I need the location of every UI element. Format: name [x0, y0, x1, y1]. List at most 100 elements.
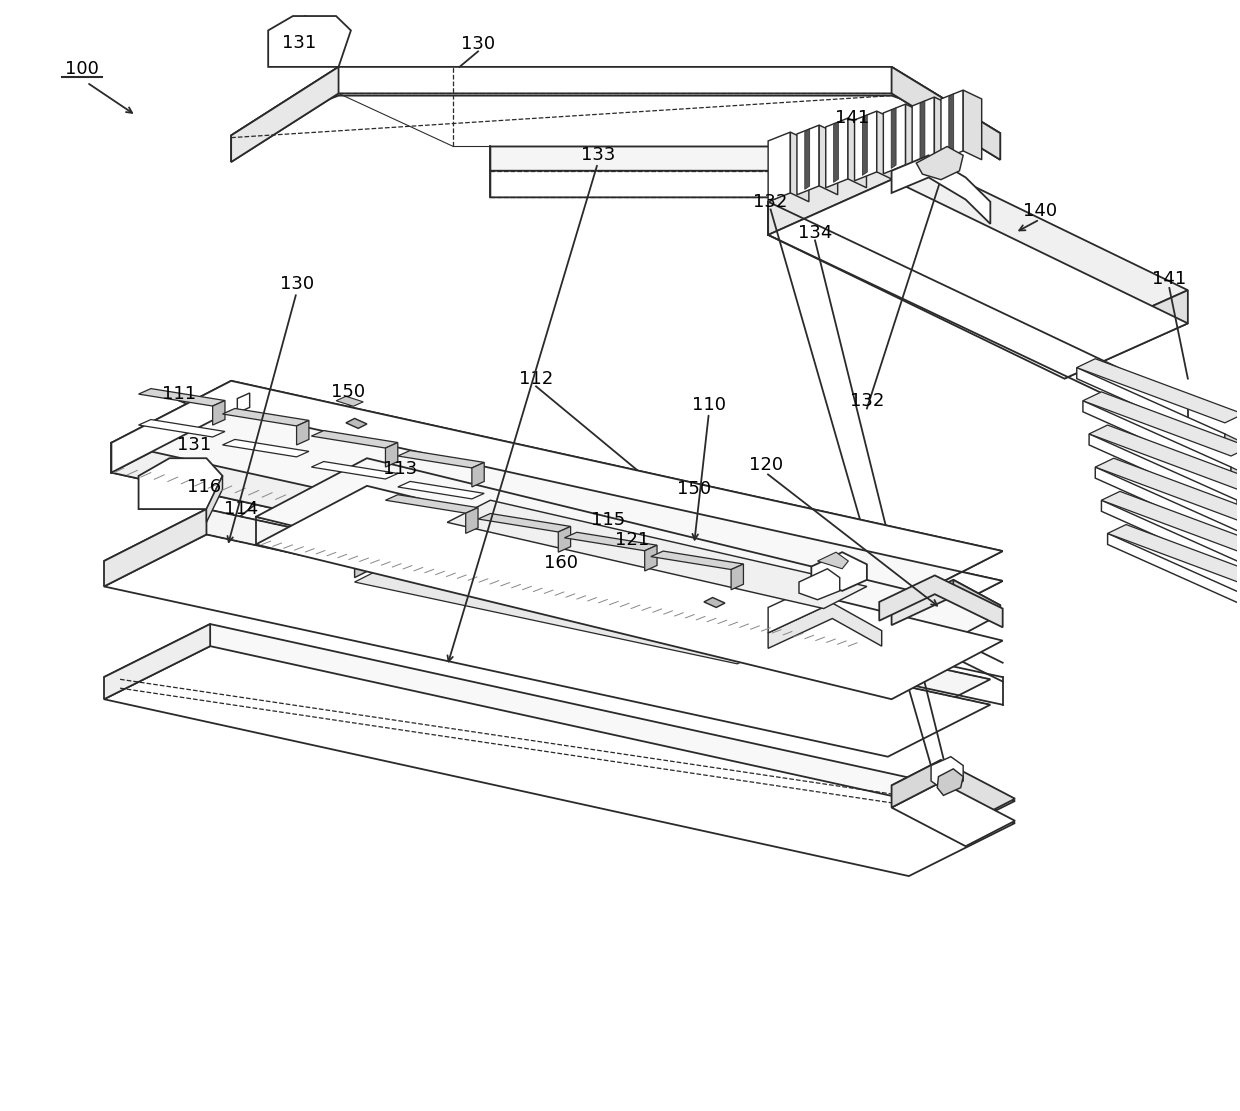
Polygon shape — [386, 442, 398, 467]
Polygon shape — [651, 551, 744, 570]
Polygon shape — [820, 126, 838, 194]
Polygon shape — [346, 419, 367, 429]
Polygon shape — [212, 401, 224, 426]
Polygon shape — [311, 461, 398, 479]
Text: 131: 131 — [177, 436, 211, 454]
Polygon shape — [1231, 467, 1240, 487]
Polygon shape — [355, 551, 768, 649]
Polygon shape — [139, 458, 222, 509]
Polygon shape — [255, 486, 1003, 699]
Polygon shape — [811, 552, 867, 591]
Text: 130: 130 — [279, 274, 314, 292]
Text: 160: 160 — [544, 554, 578, 572]
Polygon shape — [398, 450, 484, 468]
Polygon shape — [1089, 434, 1238, 511]
Text: 150: 150 — [331, 383, 366, 401]
Text: 100: 100 — [64, 60, 99, 78]
Polygon shape — [892, 156, 991, 224]
Polygon shape — [1107, 524, 1240, 589]
Polygon shape — [768, 578, 832, 633]
Polygon shape — [848, 118, 867, 188]
Polygon shape — [479, 513, 570, 532]
Polygon shape — [704, 598, 725, 608]
Polygon shape — [768, 147, 892, 234]
Polygon shape — [311, 431, 398, 448]
Polygon shape — [892, 108, 897, 169]
Text: 115: 115 — [590, 511, 625, 529]
Polygon shape — [104, 624, 210, 699]
Polygon shape — [905, 104, 924, 173]
Polygon shape — [1225, 434, 1240, 453]
Polygon shape — [255, 458, 1003, 672]
Polygon shape — [112, 411, 1003, 643]
Text: 131: 131 — [281, 33, 316, 51]
Text: 112: 112 — [518, 370, 553, 388]
Polygon shape — [104, 624, 1016, 854]
Polygon shape — [139, 389, 224, 406]
Text: 150: 150 — [677, 480, 711, 498]
Polygon shape — [1083, 392, 1240, 456]
Polygon shape — [104, 509, 207, 587]
Polygon shape — [112, 381, 1003, 643]
Polygon shape — [466, 508, 479, 533]
Polygon shape — [355, 551, 386, 578]
Polygon shape — [817, 552, 848, 569]
Text: 116: 116 — [187, 478, 221, 496]
Polygon shape — [112, 381, 1003, 613]
Polygon shape — [920, 101, 925, 161]
Polygon shape — [231, 67, 1001, 136]
Text: 132: 132 — [754, 192, 787, 211]
Polygon shape — [935, 97, 952, 167]
Polygon shape — [1238, 500, 1240, 520]
Polygon shape — [222, 440, 309, 457]
Polygon shape — [862, 114, 867, 176]
Polygon shape — [892, 760, 941, 808]
Polygon shape — [768, 132, 790, 202]
Polygon shape — [472, 462, 484, 487]
Polygon shape — [913, 97, 935, 167]
Polygon shape — [564, 532, 657, 551]
Polygon shape — [1095, 467, 1240, 544]
Polygon shape — [336, 397, 363, 407]
Polygon shape — [892, 147, 1016, 211]
Polygon shape — [790, 132, 808, 202]
Polygon shape — [892, 782, 1016, 847]
Polygon shape — [877, 111, 895, 181]
Polygon shape — [883, 104, 905, 173]
Text: 141: 141 — [835, 109, 869, 127]
Polygon shape — [805, 129, 810, 189]
Polygon shape — [892, 67, 1001, 160]
Text: 141: 141 — [1152, 270, 1187, 288]
Polygon shape — [797, 126, 820, 194]
Polygon shape — [386, 494, 479, 513]
Polygon shape — [854, 111, 877, 181]
Text: 111: 111 — [162, 386, 196, 403]
Polygon shape — [1076, 368, 1225, 446]
Polygon shape — [768, 603, 882, 649]
Polygon shape — [1107, 533, 1240, 611]
Polygon shape — [954, 580, 1001, 622]
Text: 133: 133 — [580, 147, 615, 164]
Polygon shape — [892, 760, 1016, 824]
Polygon shape — [963, 90, 982, 160]
Polygon shape — [941, 90, 963, 160]
Polygon shape — [268, 16, 351, 67]
Polygon shape — [916, 147, 963, 180]
Polygon shape — [931, 757, 963, 790]
Polygon shape — [104, 647, 1016, 877]
Polygon shape — [207, 476, 222, 522]
Text: 110: 110 — [692, 397, 725, 414]
Polygon shape — [1095, 458, 1240, 522]
Polygon shape — [1101, 491, 1240, 556]
Text: 120: 120 — [749, 456, 782, 474]
Polygon shape — [1089, 426, 1240, 489]
Polygon shape — [799, 569, 839, 600]
Polygon shape — [355, 567, 768, 664]
Polygon shape — [104, 534, 991, 757]
Polygon shape — [892, 580, 1001, 625]
Polygon shape — [222, 409, 309, 426]
Text: 132: 132 — [849, 392, 884, 410]
Polygon shape — [558, 527, 570, 552]
Polygon shape — [1101, 500, 1240, 578]
Text: 130: 130 — [461, 34, 495, 52]
